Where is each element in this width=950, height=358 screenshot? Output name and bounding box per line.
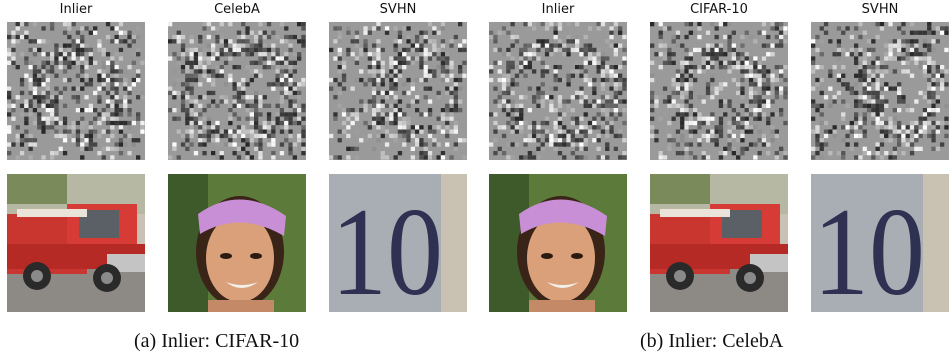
image-truck-b: [650, 174, 788, 312]
gradient-map-inlier-b: [489, 22, 627, 160]
image-svhn-b: 10: [811, 174, 949, 312]
image-face-a: [168, 174, 306, 312]
caption-panel-b: (b) Inlier: CelebA: [640, 330, 784, 352]
svg-text:10: 10: [813, 183, 925, 312]
svg-text:10: 10: [331, 183, 443, 312]
image-svhn-a: 10: [329, 174, 467, 312]
image-truck-a: [7, 174, 145, 312]
column-title-svhn-b: SVHN: [861, 2, 899, 17]
gradient-map-inlier-a: [7, 22, 145, 160]
column-title-inlier-a: Inlier: [59, 2, 93, 17]
gradient-map-svhn-a: [329, 22, 467, 160]
gradient-map-celeba-a: [168, 22, 306, 160]
gradient-map-svhn-b: [811, 22, 949, 160]
gradient-map-cifar10-b: [650, 22, 788, 160]
column-title-celeba-a: CelebA: [214, 2, 260, 17]
column-title-svhn-a: SVHN: [379, 2, 417, 17]
caption-panel-a: (a) Inlier: CIFAR-10: [134, 330, 300, 352]
column-title-cifar10-b: CIFAR-10: [690, 2, 748, 17]
column-title-inlier-b: Inlier: [541, 2, 575, 17]
image-face-b: [489, 174, 627, 312]
